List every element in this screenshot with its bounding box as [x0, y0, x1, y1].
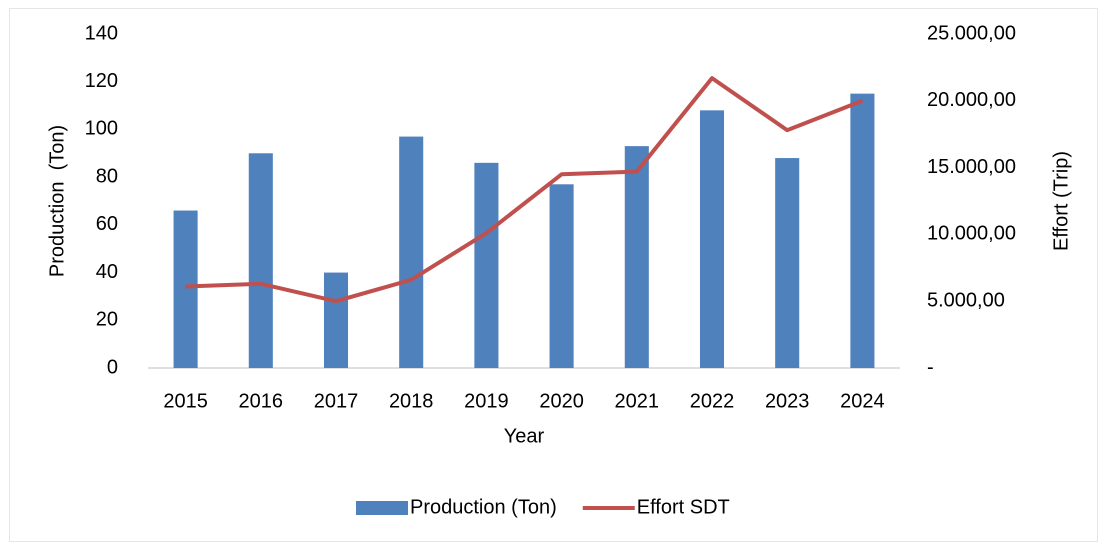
bar — [775, 158, 800, 368]
y2-tick-label: - — [927, 356, 934, 378]
y-tick-label: 40 — [96, 261, 118, 283]
y2-tick-label: 25.000,00 — [927, 22, 1016, 44]
y-tick-label: 120 — [85, 70, 118, 92]
bar — [248, 153, 273, 368]
bar — [173, 210, 198, 368]
x-axis-label: Year — [504, 425, 545, 447]
y-tick-label: 0 — [107, 356, 118, 378]
y-tick-label: 20 — [96, 309, 118, 331]
x-tick-label: 2017 — [314, 390, 359, 412]
x-tick-label: 2021 — [615, 390, 660, 412]
legend-label: Effort SDT — [637, 496, 730, 518]
bar — [399, 136, 424, 368]
legend-swatch — [356, 501, 408, 515]
bar — [850, 93, 875, 369]
y-tick-label: 60 — [96, 213, 118, 235]
x-tick-label: 2022 — [690, 390, 735, 412]
x-tick-label: 2016 — [239, 390, 284, 412]
x-tick-label: 2015 — [163, 390, 208, 412]
y2-tick-label: 15.000,00 — [927, 156, 1016, 178]
x-tick-label: 2020 — [539, 390, 584, 412]
y2-tick-label: 5.000,00 — [927, 289, 1005, 311]
x-tick-label: 2019 — [464, 390, 509, 412]
x-tick-label: 2024 — [840, 390, 885, 412]
bar — [624, 146, 649, 368]
y-axis-label: Production (Ton) — [46, 125, 68, 277]
y-tick-label: 100 — [85, 118, 118, 140]
bar — [549, 184, 574, 368]
y2-axis-label: Effort (Trip) — [1050, 151, 1072, 251]
line-series — [185, 76, 864, 304]
bar — [699, 110, 725, 368]
x-tick-label: 2018 — [389, 390, 434, 412]
y-tick-label: 140 — [85, 22, 118, 44]
legend-label: Production (Ton) — [410, 496, 557, 518]
y-tick-label: 80 — [96, 165, 118, 187]
x-tick-label: 2023 — [765, 390, 810, 412]
bar — [323, 272, 349, 368]
bar — [474, 162, 499, 368]
y2-tick-label: 10.000,00 — [927, 223, 1016, 245]
y2-tick-label: 20.000,00 — [927, 89, 1016, 111]
